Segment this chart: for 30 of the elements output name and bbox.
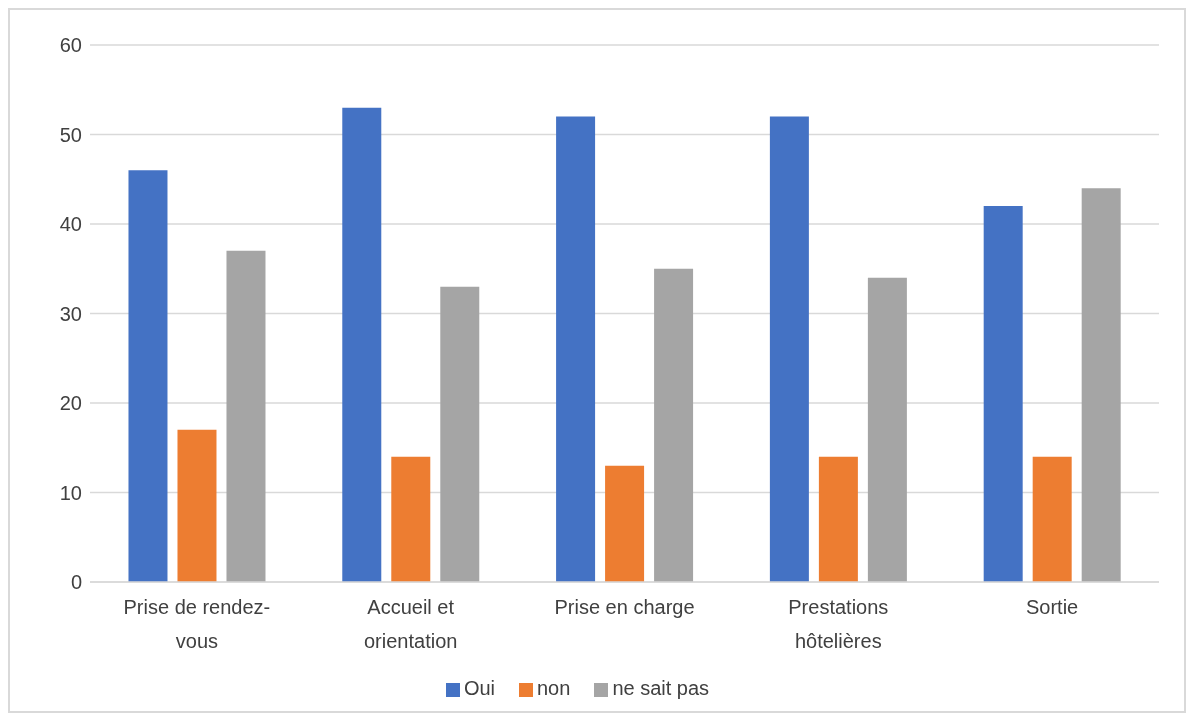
bar [867, 277, 907, 582]
bar [769, 116, 809, 582]
bar [391, 456, 431, 582]
x-tick-label: Sortie [1025, 596, 1079, 618]
bar [226, 250, 266, 582]
bar [342, 107, 382, 582]
bar [128, 170, 168, 582]
bar [556, 116, 596, 582]
bar [983, 206, 1023, 582]
x-tick-label: Accueil et orientation [364, 596, 458, 652]
bar [440, 286, 480, 582]
x-tick-label: Prise de rendez-vous [123, 596, 271, 652]
y-tick-label: 0 [70, 571, 82, 594]
y-tick-label: 10 [59, 481, 82, 504]
bar [1032, 456, 1072, 582]
y-tick-label: 50 [59, 123, 82, 146]
bar [654, 268, 694, 582]
x-tick-label: Prise en charge [554, 596, 695, 618]
bar [818, 456, 858, 582]
y-tick-label: 20 [59, 392, 82, 415]
y-tick-label: 40 [59, 213, 82, 236]
y-tick-label: 30 [59, 302, 82, 325]
x-tick-label: Prestations hôtelières [788, 596, 889, 652]
bar [605, 465, 645, 582]
bar [177, 429, 217, 582]
legend-label: non [537, 677, 571, 699]
y-tick-label: 60 [59, 34, 82, 57]
legend-label: ne sait pas [612, 677, 710, 699]
bar [1081, 188, 1121, 582]
legend-label: Oui [463, 677, 495, 699]
